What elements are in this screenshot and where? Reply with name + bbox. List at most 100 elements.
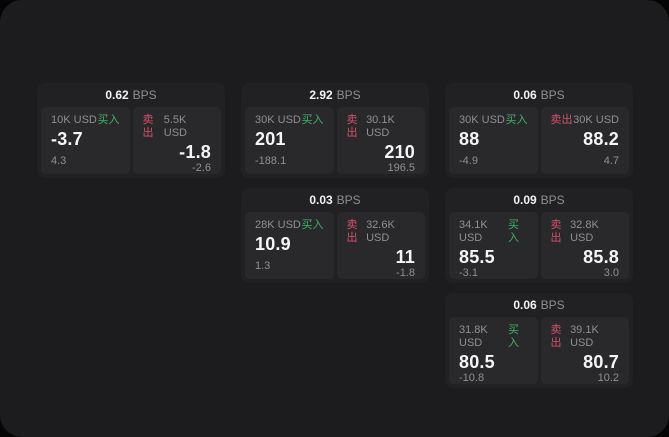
- spread-value: 0.06: [513, 88, 537, 102]
- sell-price: 88.2: [583, 129, 619, 149]
- spread-value: 0.03: [309, 193, 333, 207]
- quote-card[interactable]: 0.06 BPS 30K USD 买入 88 -4.9 卖出 30K USD 8…: [445, 83, 633, 178]
- buy-delta: -4.9: [459, 155, 478, 167]
- buy-quote-tile[interactable]: 28K USD 买入 10.9 1.3: [245, 212, 334, 279]
- buy-delta: 1.3: [255, 260, 271, 272]
- sell-delta: 196.5: [387, 162, 415, 174]
- spread-unit-label: BPS: [540, 298, 565, 312]
- spread-unit-label: BPS: [132, 88, 157, 102]
- spread-unit-label: BPS: [540, 88, 565, 102]
- quote-card-body: 30K USD 买入 88 -4.9 卖出 30K USD 88.2 4.7: [449, 107, 629, 174]
- buy-side-label: 买入: [301, 219, 324, 231]
- sell-price: 85.8: [583, 247, 619, 267]
- sell-delta: 10.2: [597, 372, 619, 384]
- sell-quote-tile[interactable]: 卖出 32.8K USD 85.8 3.0: [540, 212, 629, 279]
- buy-quote-tile[interactable]: 30K USD 买入 201 -188.1: [245, 107, 334, 174]
- buy-tile-header: 10K USD 买入: [51, 114, 120, 127]
- buy-tile-header: 30K USD 买入: [255, 114, 324, 127]
- sell-price: 210: [384, 142, 415, 162]
- spread-header: 0.09 BPS: [449, 188, 629, 212]
- sell-side-label: 卖出: [346, 219, 358, 244]
- buy-tile-header: 31.8K USD 买入: [459, 324, 528, 350]
- buy-tile-header: 30K USD 买入: [459, 114, 528, 127]
- spread-unit-label: BPS: [336, 193, 361, 207]
- quote-card-body: 30K USD 买入 201 -188.1 卖出 30.1K USD 210 1…: [245, 107, 425, 174]
- sell-delta: 3.0: [603, 267, 619, 279]
- sell-quote-tile[interactable]: 卖出 5.5K USD -1.8 -2.6: [132, 107, 221, 174]
- buy-delta: -188.1: [255, 155, 287, 167]
- quote-card[interactable]: 2.92 BPS 30K USD 买入 201 -188.1 卖出 30.1K …: [241, 83, 429, 178]
- sell-amount: 32.8K USD: [570, 219, 599, 244]
- buy-price: 201: [255, 129, 286, 149]
- spread-header: 0.06 BPS: [449, 293, 629, 317]
- sell-amount: 39.1K USD: [570, 324, 599, 349]
- buy-delta: -10.8: [459, 372, 485, 384]
- spread-unit-label: BPS: [336, 88, 361, 102]
- sell-quote-tile[interactable]: 卖出 32.6K USD 11 -1.8: [336, 212, 425, 279]
- spread-header: 2.92 BPS: [245, 83, 425, 107]
- sell-tile-header: 卖出 32.6K USD: [347, 219, 416, 245]
- sell-price: -1.8: [179, 142, 211, 162]
- sell-amount: 30K USD: [573, 114, 619, 126]
- quote-card[interactable]: 0.09 BPS 34.1K USD 买入 85.5 -3.1 卖出 32.8K…: [445, 188, 633, 283]
- spread-header: 0.03 BPS: [245, 188, 425, 212]
- buy-price: 80.5: [459, 352, 495, 372]
- sell-side-label: 卖出: [550, 324, 562, 349]
- buy-price: -3.7: [51, 129, 83, 149]
- sell-side-label: 卖出: [142, 114, 154, 139]
- sell-quote-tile[interactable]: 卖出 39.1K USD 80.7 10.2: [540, 317, 629, 384]
- quote-card[interactable]: 0.03 BPS 28K USD 买入 10.9 1.3 卖出 32.6K US…: [241, 188, 429, 283]
- spread-value: 0.09: [513, 193, 537, 207]
- buy-quote-tile[interactable]: 30K USD 买入 88 -4.9: [449, 107, 538, 174]
- quote-card-grid: 0.62 BPS 10K USD 买入 -3.7 4.3 卖出 5.5K USD…: [37, 83, 633, 388]
- spread-header: 0.06 BPS: [449, 83, 629, 107]
- buy-quote-tile[interactable]: 31.8K USD 买入 80.5 -10.8: [449, 317, 538, 384]
- buy-amount: 30K USD: [459, 114, 505, 126]
- sell-price: 11: [395, 247, 415, 267]
- buy-side-label: 买入: [507, 219, 519, 244]
- sell-side-label: 卖出: [550, 219, 562, 244]
- quote-card-body: 28K USD 买入 10.9 1.3 卖出 32.6K USD 11 -1.8: [245, 212, 425, 279]
- buy-tile-header: 34.1K USD 买入: [459, 219, 528, 245]
- buy-price: 88: [459, 129, 480, 149]
- buy-side-label: 买入: [97, 114, 120, 126]
- buy-price: 85.5: [459, 247, 495, 267]
- sell-delta: 4.7: [603, 155, 619, 167]
- quote-card-body: 10K USD 买入 -3.7 4.3 卖出 5.5K USD -1.8 -2.…: [41, 107, 221, 174]
- quote-card[interactable]: 0.62 BPS 10K USD 买入 -3.7 4.3 卖出 5.5K USD…: [37, 83, 225, 178]
- buy-amount: 30K USD: [255, 114, 301, 126]
- sell-tile-header: 卖出 30.1K USD: [347, 114, 416, 140]
- sell-quote-tile[interactable]: 卖出 30.1K USD 210 196.5: [336, 107, 425, 174]
- sell-delta: -2.6: [192, 162, 211, 174]
- spread-header: 0.62 BPS: [41, 83, 221, 107]
- spread-unit-label: BPS: [540, 193, 565, 207]
- sell-tile-header: 卖出 39.1K USD: [551, 324, 620, 350]
- sell-quote-tile[interactable]: 卖出 30K USD 88.2 4.7: [540, 107, 629, 174]
- spread-value: 2.92: [309, 88, 333, 102]
- sell-amount: 5.5K USD: [163, 114, 187, 139]
- sell-tile-header: 卖出 30K USD: [551, 114, 620, 127]
- quote-card-body: 34.1K USD 买入 85.5 -3.1 卖出 32.8K USD 85.8…: [449, 212, 629, 279]
- buy-side-label: 买入: [507, 324, 519, 349]
- spread-value: 0.62: [105, 88, 129, 102]
- buy-side-label: 买入: [301, 114, 324, 126]
- sell-side-label: 卖出: [550, 114, 573, 126]
- sell-side-label: 卖出: [346, 114, 358, 139]
- quote-card[interactable]: 0.06 BPS 31.8K USD 买入 80.5 -10.8 卖出 39.1…: [445, 293, 633, 388]
- buy-delta: 4.3: [51, 155, 67, 167]
- sell-amount: 30.1K USD: [366, 114, 395, 139]
- quote-card-body: 31.8K USD 买入 80.5 -10.8 卖出 39.1K USD 80.…: [449, 317, 629, 384]
- buy-tile-header: 28K USD 买入: [255, 219, 324, 232]
- buy-amount: 28K USD: [255, 219, 301, 231]
- buy-quote-tile[interactable]: 34.1K USD 买入 85.5 -3.1: [449, 212, 538, 279]
- buy-amount: 31.8K USD: [459, 324, 488, 349]
- sell-tile-header: 卖出 5.5K USD: [143, 114, 212, 140]
- buy-side-label: 买入: [505, 114, 528, 126]
- buy-delta: -3.1: [459, 267, 478, 279]
- buy-amount: 34.1K USD: [459, 219, 488, 244]
- sell-amount: 32.6K USD: [366, 219, 395, 244]
- buy-quote-tile[interactable]: 10K USD 买入 -3.7 4.3: [41, 107, 130, 174]
- sell-price: 80.7: [583, 352, 619, 372]
